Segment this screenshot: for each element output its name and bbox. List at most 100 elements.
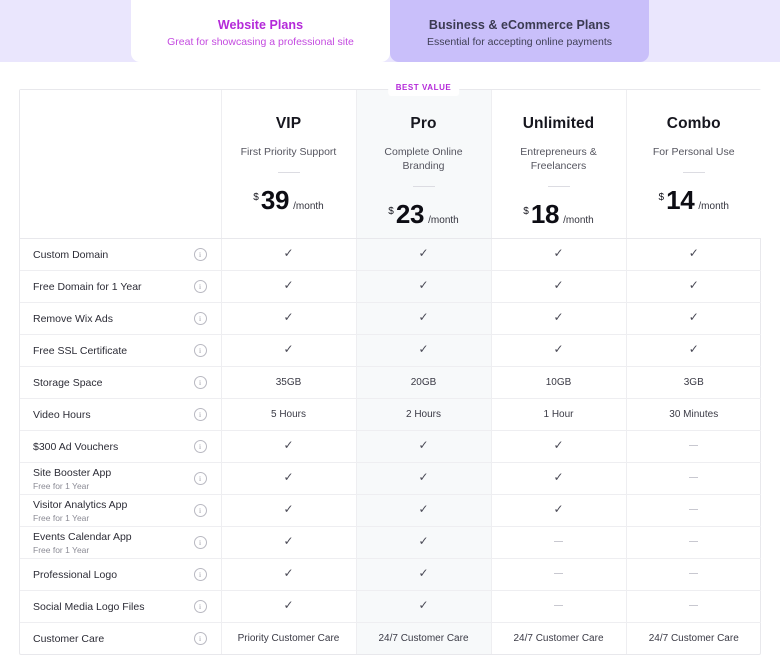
price-amount-combo: 14 xyxy=(666,185,695,215)
info-icon[interactable]: i xyxy=(193,440,207,453)
table-row: Free SSL Certificate i ✓ ✓ ✓ ✓ xyxy=(20,334,761,367)
feature-cell: Professional Logo i xyxy=(20,558,221,591)
value-cell: ✓ xyxy=(220,334,356,367)
plan-price-unlimited: $ 18 /month xyxy=(523,201,593,227)
check-icon: ✓ xyxy=(283,246,294,260)
info-icon[interactable]: i xyxy=(193,312,207,325)
feature-text: Video Hours xyxy=(33,408,186,422)
check-icon: ✓ xyxy=(283,502,294,516)
check-icon: ✓ xyxy=(418,246,429,260)
tab-website-plans[interactable]: Website Plans Great for showcasing a pro… xyxy=(131,0,390,62)
info-icon[interactable]: i xyxy=(193,504,207,517)
info-icon[interactable]: i xyxy=(193,376,207,389)
value-cell: ✓ xyxy=(490,430,626,463)
feature-text: Events Calendar App Free for 1 Year xyxy=(33,530,186,556)
value-cell xyxy=(625,462,762,495)
feature-inner: Storage Space i xyxy=(33,367,207,398)
info-icon-glyph: i xyxy=(198,314,202,323)
not-included-cell xyxy=(627,504,762,518)
value-cell: ✓ xyxy=(490,302,626,335)
value-cell: 35GB xyxy=(220,366,356,399)
feature-cell: Free Domain for 1 Year i xyxy=(20,270,221,303)
value-cell: 2 Hours xyxy=(355,398,491,431)
value-cell: ✓ xyxy=(220,590,356,623)
included-cell: ✓ xyxy=(357,503,491,518)
included-cell: ✓ xyxy=(222,567,356,582)
plan-header-pro[interactable]: BEST VALUE Pro Complete Online Branding … xyxy=(355,79,491,239)
check-icon: ✓ xyxy=(553,502,564,516)
feature-inner: Video Hours i xyxy=(33,399,207,430)
feature-inner: Social Media Logo Files i xyxy=(33,591,207,622)
tab-business-ecommerce-plans-title: Business & eCommerce Plans xyxy=(428,17,611,32)
feature-text: Customer Care xyxy=(33,632,186,646)
value-cell: 10GB xyxy=(490,366,626,399)
check-icon: ✓ xyxy=(553,438,564,452)
check-icon: ✓ xyxy=(283,278,294,292)
check-icon: ✓ xyxy=(283,438,294,452)
check-icon: ✓ xyxy=(688,278,699,292)
info-icon[interactable]: i xyxy=(193,632,207,645)
currency-symbol: $ xyxy=(253,192,259,203)
feature-label: Visitor Analytics App xyxy=(33,498,128,511)
included-cell: ✓ xyxy=(492,439,626,454)
feature-cell: Storage Space i xyxy=(20,366,221,399)
not-included-cell xyxy=(492,600,626,614)
included-cell: ✓ xyxy=(222,503,356,518)
value-cell: ✓ xyxy=(355,238,491,271)
included-cell: ✓ xyxy=(357,535,491,550)
value-cell: ✓ xyxy=(490,462,626,495)
value-text: 20GB xyxy=(410,376,437,388)
plan-divider xyxy=(547,186,570,187)
table-row: Storage Space i 35GB 20GB 10GB 3GB xyxy=(20,366,761,399)
not-included-cell xyxy=(627,536,762,550)
value-text: Priority Customer Care xyxy=(237,632,340,644)
not-included-cell xyxy=(492,536,626,550)
value-cell: 24/7 Customer Care xyxy=(490,622,626,654)
currency-symbol: $ xyxy=(388,206,394,217)
plan-header-unlimited[interactable]: Unlimited Entrepreneurs & Freelancers $ … xyxy=(490,90,626,239)
feature-text: Social Media Logo Files xyxy=(33,600,186,614)
value-cell: ✓ xyxy=(355,590,491,623)
info-icon[interactable]: i xyxy=(193,280,207,293)
info-icon[interactable]: i xyxy=(193,472,207,485)
included-cell: ✓ xyxy=(357,279,491,294)
feature-text: Remove Wix Ads xyxy=(33,312,186,326)
value-cell: ✓ xyxy=(625,238,761,271)
check-icon: ✓ xyxy=(283,598,294,612)
check-icon: ✓ xyxy=(688,342,699,356)
info-icon[interactable]: i xyxy=(193,568,207,581)
plan-header-vip[interactable]: VIP First Priority Support $ 39 /month xyxy=(220,90,356,239)
feature-text: Free SSL Certificate xyxy=(33,344,186,358)
dash-icon xyxy=(554,573,563,575)
info-icon[interactable]: i xyxy=(193,344,207,357)
check-icon: ✓ xyxy=(283,470,294,484)
not-included-cell xyxy=(627,440,762,454)
feature-label: Social Media Logo Files xyxy=(33,600,145,613)
plan-divider xyxy=(277,172,300,173)
plan-name-combo: Combo xyxy=(666,115,721,132)
info-icon[interactable]: i xyxy=(193,248,207,261)
not-included-cell xyxy=(627,472,762,486)
feature-cell: Free SSL Certificate i xyxy=(20,334,221,367)
check-icon: ✓ xyxy=(418,278,429,292)
feature-label: Storage Space xyxy=(33,376,103,389)
feature-cell: $300 Ad Vouchers i xyxy=(20,430,221,463)
info-icon[interactable]: i xyxy=(193,600,207,613)
check-icon: ✓ xyxy=(418,534,429,548)
feature-inner: Professional Logo i xyxy=(33,559,207,590)
check-icon: ✓ xyxy=(418,566,429,580)
tab-business-ecommerce-plans[interactable]: Business & eCommerce Plans Essential for… xyxy=(390,0,649,62)
table-row: Video Hours i 5 Hours 2 Hours 1 Hour 30 Minut… xyxy=(20,398,761,431)
feature-label: Professional Logo xyxy=(33,568,118,581)
info-icon-glyph: i xyxy=(198,282,202,291)
check-icon: ✓ xyxy=(418,310,429,324)
info-icon[interactable]: i xyxy=(193,536,207,549)
info-icon[interactable]: i xyxy=(193,408,207,421)
plan-header-combo[interactable]: Combo For Personal Use $ 14 /month xyxy=(625,90,761,239)
value-cell: ✓ xyxy=(355,270,491,303)
check-icon: ✓ xyxy=(688,246,699,260)
feature-cell: Social Media Logo Files i xyxy=(20,590,221,623)
feature-cell: Customer Care i xyxy=(20,622,221,654)
value-cell: ✓ xyxy=(220,462,356,495)
info-icon-glyph: i xyxy=(198,442,202,451)
